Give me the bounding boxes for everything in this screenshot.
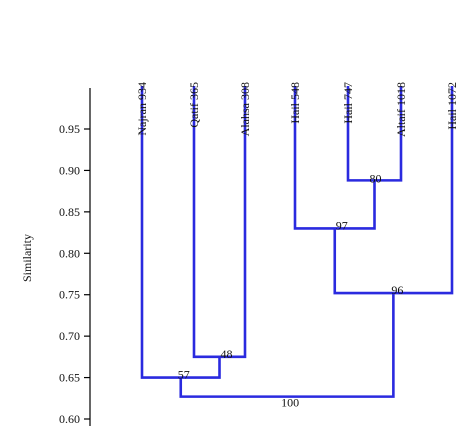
leaf-label: Qatif 365 [187,82,201,128]
y-tick-label: 0.70 [59,329,80,343]
leaf-label: Altaif 1018 [394,82,408,137]
dendrogram-branch [192,86,247,359]
support-label: 48 [221,347,233,361]
dendrogram-branch [346,86,403,182]
leaf-label: Alahsa 308 [238,82,252,136]
leaf-label: Hail 747 [341,82,355,124]
support-label: 96 [391,283,403,297]
y-tick-label: 0.85 [59,205,80,219]
leaf-label: Hail 548 [288,82,302,124]
support-labels: 48 57 80 97 96 100 [178,171,404,409]
dendrogram-branch [293,86,376,230]
leaf-labels: Najran 934 Qatif 365 Alahsa 308 Hail 548 Hai… [135,82,459,137]
leaf-label: Najran 934 [135,82,149,136]
y-tick-label: 0.90 [59,163,80,177]
y-tick-label: 0.80 [59,246,80,260]
support-label: 80 [370,171,382,185]
y-axis: 0.95 0.90 0.85 0.80 0.75 0.70 0.65 0.60 [59,88,91,426]
dendrogram-tree [140,86,454,398]
support-label: 97 [336,218,348,232]
support-label: 100 [281,396,299,410]
dendrogram-branch [333,86,454,295]
y-tick-label: 0.95 [59,122,80,136]
dendrogram-branch [140,86,221,379]
y-tick-label: 0.60 [59,412,80,426]
dendrogram-branch [179,293,395,398]
y-tick-label: 0.65 [59,371,80,385]
y-axis-title: Similarity [20,234,34,282]
leaf-label: Hail 1072 [445,82,459,130]
support-label: 57 [178,368,190,382]
y-tick-label: 0.75 [59,288,80,302]
